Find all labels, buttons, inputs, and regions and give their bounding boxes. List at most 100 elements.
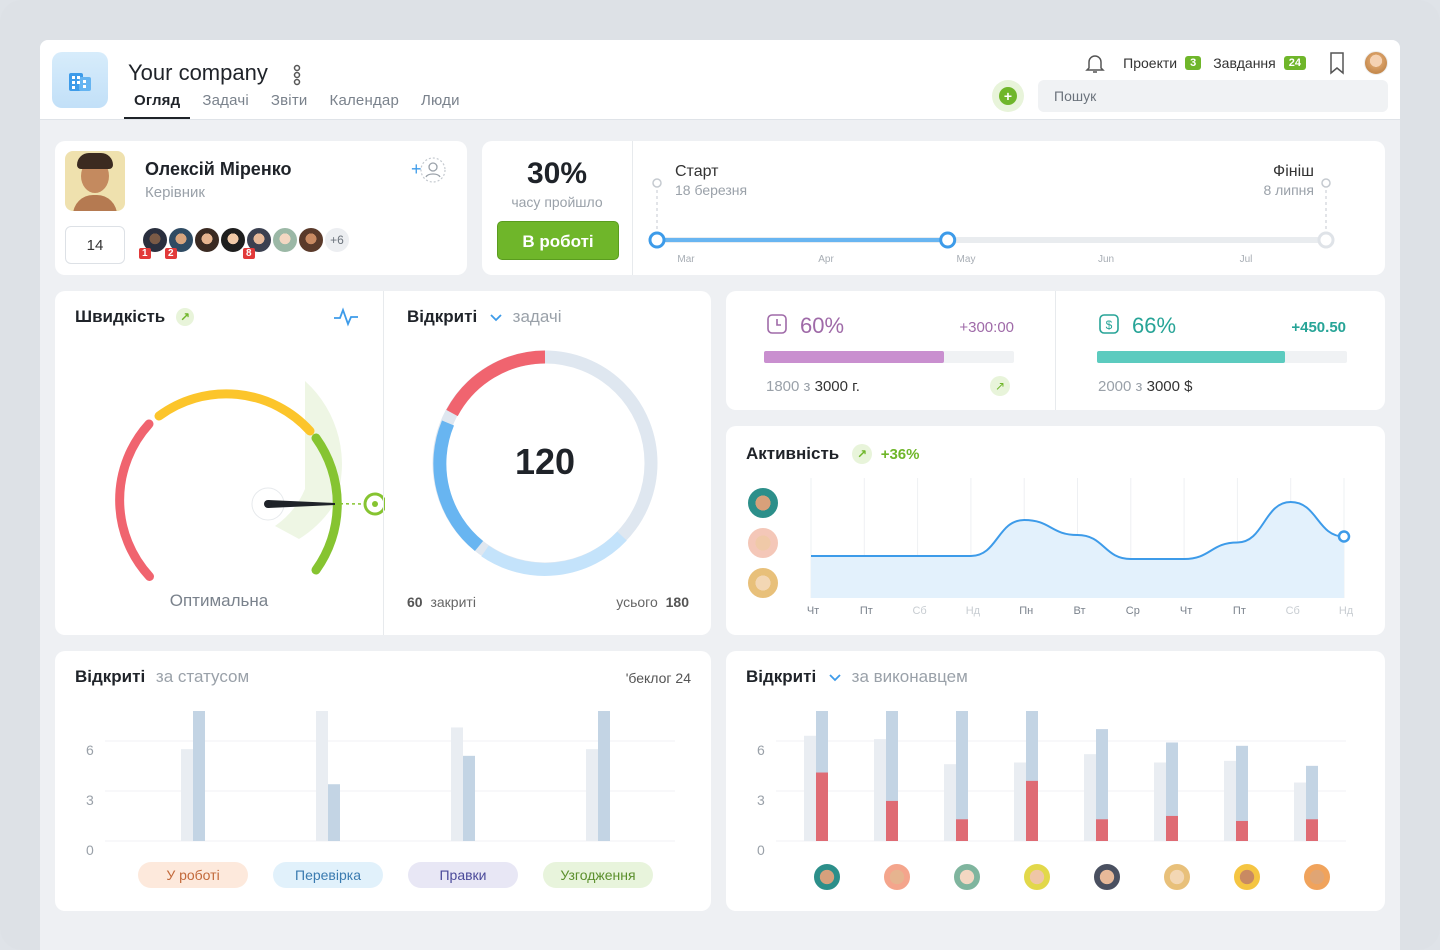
add-member-icon[interactable]: +: [411, 155, 447, 190]
tab-calendar[interactable]: Календар: [329, 92, 399, 109]
activity-delta: +36%: [880, 446, 920, 463]
team-avatar[interactable]: [297, 226, 325, 254]
bar-light: [1294, 782, 1306, 841]
bookmark-icon[interactable]: [1328, 51, 1346, 75]
finish-label: Фініш: [1273, 163, 1314, 180]
timeline-start-dot: [648, 231, 666, 249]
user-avatar[interactable]: [1364, 51, 1388, 75]
company-name[interactable]: Your company: [128, 60, 268, 85]
legend-edits[interactable]: Правки: [408, 862, 518, 888]
team-avatar[interactable]: 1: [139, 226, 169, 259]
assignee-title-row[interactable]: Відкриті за виконавцем: [746, 667, 968, 687]
money-stat-caption: 2000 з 3000 $: [1098, 378, 1193, 395]
day-label: Вт: [1073, 605, 1085, 617]
top-right-menu: Проекти 3 Завдання 24: [1071, 48, 1388, 78]
bar-light: [1224, 760, 1236, 841]
open-tasks-title-row[interactable]: Відкриті задачі: [407, 307, 562, 327]
assignee-avatar[interactable]: [1162, 862, 1192, 892]
gauge-yellow-arc: [154, 389, 315, 436]
add-button[interactable]: +: [992, 80, 1024, 112]
svg-text:$: $: [1106, 318, 1113, 332]
time-sep: з: [803, 378, 811, 395]
team-avatar[interactable]: 8: [243, 226, 273, 259]
day-label: Ср: [1126, 605, 1140, 617]
assignee-title: Відкриті: [746, 667, 817, 686]
month-label: May: [957, 254, 976, 265]
assignee-avatar[interactable]: [812, 862, 842, 892]
divider: [632, 141, 633, 275]
search-input[interactable]: [1038, 80, 1388, 112]
activity-last-point: [1337, 530, 1351, 543]
bar-secondary: [316, 711, 328, 841]
tasks-count-badge: 24: [1283, 56, 1306, 70]
donut-red-segment: [446, 350, 546, 417]
assignee-avatar[interactable]: [1092, 862, 1122, 892]
status-button[interactable]: В роботі: [497, 221, 619, 260]
main-tabs: Огляд Задачі Звіти Календар Люди: [124, 92, 472, 119]
assignee-avatar[interactable]: [1232, 862, 1262, 892]
user-name[interactable]: Олексій Міренко: [145, 159, 292, 179]
badge: 1: [139, 248, 151, 259]
bar-primary: [193, 711, 205, 841]
speed-open-card: Швидкість ↗ Оптимальна Відкриті за: [55, 291, 711, 635]
finish-marker: [1321, 178, 1331, 188]
day-label: Нд: [966, 605, 981, 617]
bar-light: [1014, 762, 1026, 841]
bar-light: [1084, 754, 1096, 841]
tab-people[interactable]: Люди: [421, 92, 460, 109]
money-used: 2000: [1098, 378, 1132, 395]
tab-overview[interactable]: Огляд: [124, 92, 191, 119]
backlog-label[interactable]: 'беклог 24: [625, 670, 691, 686]
top-bar: Your company Огляд Задачі Звіти Календар…: [40, 40, 1400, 120]
chevron-down-icon: [490, 307, 502, 327]
assignee-avatar[interactable]: [1302, 862, 1332, 892]
team-avatar[interactable]: [271, 226, 299, 254]
activity-line: [810, 500, 1345, 560]
legend-review[interactable]: Перевірка: [273, 862, 383, 888]
activity-avatar[interactable]: [746, 526, 780, 560]
day-label: Сб: [1286, 605, 1300, 617]
assignee-bar-chart: [776, 711, 1346, 842]
all-value: 180: [665, 594, 689, 610]
legend-in-progress[interactable]: У роботі: [138, 862, 248, 888]
clock-icon: [766, 313, 788, 340]
legend-approval[interactable]: Узгодження: [543, 862, 653, 888]
gauge-green-arc: [311, 433, 342, 575]
pulse-icon[interactable]: [333, 307, 359, 332]
closed-value: 60: [407, 594, 423, 610]
more-members[interactable]: +6: [323, 226, 351, 254]
budget-card: 60% +300:00 1800 з 3000 г. ↗ $ 66% +450.…: [726, 291, 1385, 410]
speed-title: Швидкість: [75, 307, 166, 326]
kebab-icon[interactable]: [292, 64, 302, 91]
y-tick: 3: [757, 792, 765, 808]
tab-tasks[interactable]: Задачі: [202, 92, 249, 109]
projects-label: Проекти: [1123, 55, 1178, 71]
svg-text:+: +: [411, 159, 422, 179]
timeline-now-dot[interactable]: [939, 231, 957, 249]
building-icon[interactable]: [52, 52, 108, 108]
projects-link[interactable]: Проекти 3: [1123, 55, 1202, 71]
assignee-avatar[interactable]: [952, 862, 982, 892]
open-tasks-subtitle: задачі: [512, 307, 562, 326]
team-avatar[interactable]: [193, 226, 221, 254]
tab-reports[interactable]: Звіти: [270, 92, 308, 109]
donut-blue-segment: [433, 420, 484, 552]
month-label: Apr: [818, 254, 834, 265]
assignee-avatar[interactable]: [882, 862, 912, 892]
activity-avatar[interactable]: [746, 566, 780, 600]
bar-light: [944, 764, 956, 841]
status-bar-chart: [105, 711, 675, 842]
day-label: Пт: [1233, 605, 1246, 617]
user-role: Керівник: [145, 184, 205, 201]
assignee-avatar[interactable]: [1022, 862, 1052, 892]
activity-avatar[interactable]: [746, 486, 780, 520]
money-stat-delta: +450.50: [1291, 319, 1346, 336]
tasks-link[interactable]: Завдання 24: [1213, 55, 1306, 71]
money-total: 3000 $: [1146, 378, 1193, 395]
task-count-box[interactable]: 14: [65, 226, 125, 264]
team-avatar[interactable]: 2: [165, 226, 195, 259]
time-stat-percent: 60%: [800, 313, 845, 338]
bell-icon[interactable]: [1083, 51, 1107, 75]
gauge-needle: [268, 500, 335, 508]
time-stat-delta: +300:00: [959, 319, 1014, 336]
